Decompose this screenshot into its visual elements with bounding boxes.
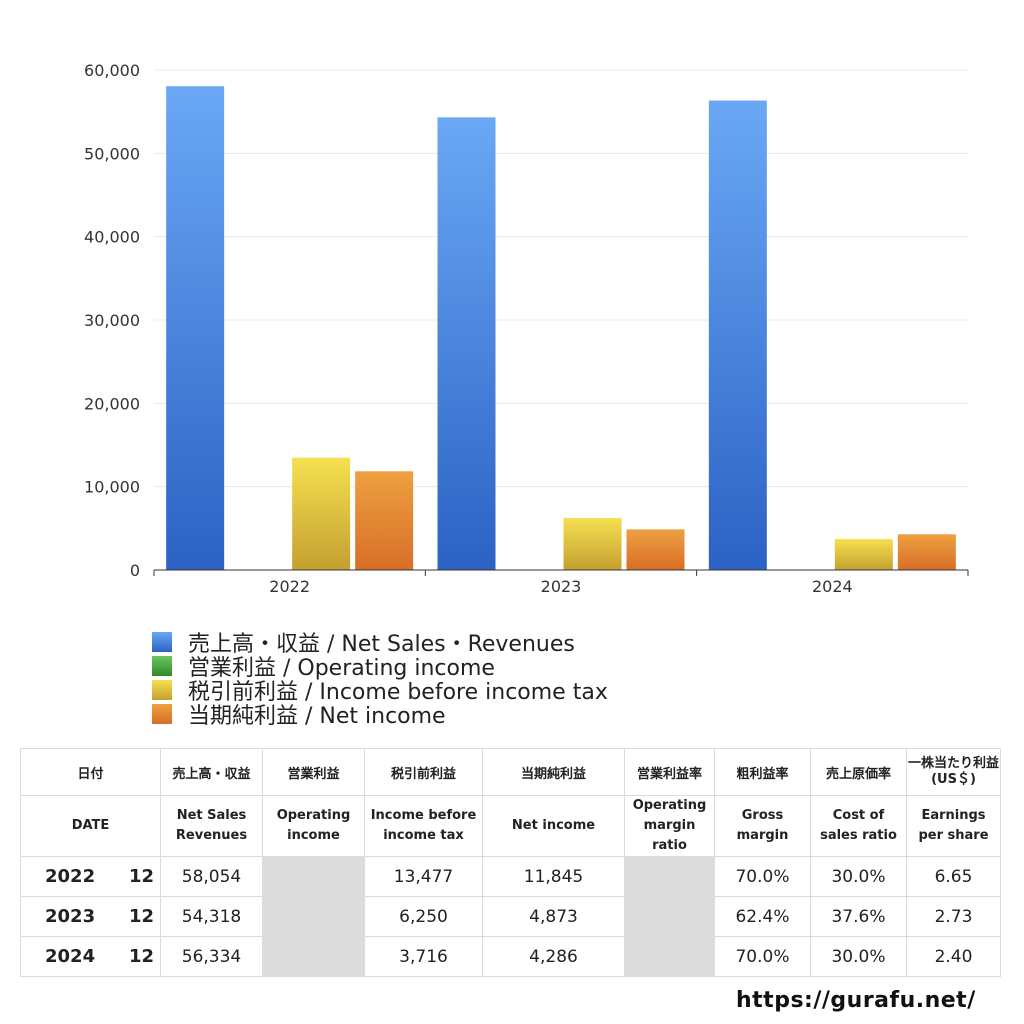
x-tick-label: 2022 [269,577,310,596]
header-cost-en: Cost of sales ratio [810,795,907,857]
legend-swatch-yellow [152,680,172,700]
y-tick-label: 10,000 [84,478,140,497]
cell-operating [262,896,365,937]
legend-label: 税引前利益 / Income before income tax [188,680,608,705]
cell-sales: 58,054 [160,856,263,897]
x-tick-label: 2024 [812,577,853,596]
bar [355,471,414,570]
bar [626,529,685,570]
bar [166,86,225,570]
legend-item-income-before-tax: 税引前利益 / Income before income tax [152,678,608,705]
header-op-margin-en: Operating margin ratio [624,795,715,857]
header-pretax-en: Income before income tax [364,795,483,857]
table-row: 2022 12 58,054 13,477 11,845 70.0% 30.0%… [20,856,1001,897]
x-tick-label: 2023 [541,577,582,596]
cell-year: 2024 [20,936,121,977]
cell-cost: 37.6% [810,896,907,937]
cell-gross: 70.0% [714,936,811,977]
header-operating-jp: 営業利益 [262,748,365,796]
site-url[interactable]: https://gurafu.net/ [736,988,976,1013]
cell-month: 12 [120,936,161,977]
bar [292,457,351,570]
table-header-jp: 日付 売上高・収益 営業利益 税引前利益 当期純利益 営業利益率 粗利益率 売上… [20,748,1001,796]
bar [834,539,893,570]
header-op-margin-jp: 営業利益率 [624,748,715,796]
y-tick-label: 20,000 [84,394,140,413]
table-row: 2023 12 54,318 6,250 4,873 62.4% 37.6% 2… [20,896,1001,937]
cell-eps: 2.73 [906,896,1001,937]
cell-net: 4,873 [482,896,625,937]
legend-swatch-blue [152,632,172,652]
cell-eps: 2.40 [906,936,1001,977]
cell-cost: 30.0% [810,936,907,977]
cell-eps: 6.65 [906,856,1001,897]
y-tick-label: 60,000 [84,61,140,80]
legend-swatch-orange [152,704,172,724]
y-tick-label: 50,000 [84,144,140,163]
cell-op-margin [624,936,715,977]
cell-gross: 62.4% [714,896,811,937]
cell-op-margin [624,896,715,937]
cell-op-margin [624,856,715,897]
cell-month: 12 [120,856,161,897]
bar [563,517,622,570]
cell-cost: 30.0% [810,856,907,897]
legend-swatch-green [152,656,172,676]
bar [708,100,767,571]
cell-net: 11,845 [482,856,625,897]
cell-month: 12 [120,896,161,937]
chart-legend: 売上高・収益 / Net Sales・Revenues 営業利益 / Opera… [152,630,608,729]
legend-item-operating-income: 営業利益 / Operating income [152,654,608,681]
y-tick-label: 30,000 [84,311,140,330]
header-net-jp: 当期純利益 [482,748,625,796]
cell-operating [262,936,365,977]
cell-sales: 54,318 [160,896,263,937]
header-eps-en: Earnings per share [906,795,1001,857]
cell-sales: 56,334 [160,936,263,977]
header-eps-jp: 一株当たり利益 (US＄) [906,748,1001,796]
cell-pretax: 6,250 [364,896,483,937]
cell-year: 2023 [20,896,121,937]
cell-net: 4,286 [482,936,625,977]
bar-chart: 0 10,000 20,000 30,000 40,000 50,000 60,000 202… [84,61,969,596]
header-date-en: DATE [20,795,161,857]
cell-pretax: 13,477 [364,856,483,897]
header-operating-en: Operating income [262,795,365,857]
header-net-en: Net income [482,795,625,857]
bar [437,117,496,570]
cell-pretax: 3,716 [364,936,483,977]
bar [897,534,956,570]
cell-year: 2022 [20,856,121,897]
y-tick-label: 0 [130,561,140,580]
financial-table: 日付 売上高・収益 営業利益 税引前利益 当期純利益 営業利益率 粗利益率 売上… [20,748,1001,977]
header-pretax-jp: 税引前利益 [364,748,483,796]
header-sales-en: Net Sales Revenues [160,795,263,857]
legend-label: 営業利益 / Operating income [188,656,495,681]
legend-item-net-income: 当期純利益 / Net income [152,702,608,729]
cell-gross: 70.0% [714,856,811,897]
legend-label: 売上高・収益 / Net Sales・Revenues [188,632,575,657]
table-row: 2024 12 56,334 3,716 4,286 70.0% 30.0% 2… [20,936,1001,977]
y-tick-label: 40,000 [84,228,140,247]
cell-operating [262,856,365,897]
header-date-jp: 日付 [20,748,161,796]
header-sales-jp: 売上高・収益 [160,748,263,796]
legend-label: 当期純利益 / Net income [188,704,446,729]
header-gross-en: Gross margin [714,795,811,857]
header-cost-jp: 売上原価率 [810,748,907,796]
header-gross-jp: 粗利益率 [714,748,811,796]
legend-item-net-sales: 売上高・収益 / Net Sales・Revenues [152,630,608,657]
table-header-en: DATE Net Sales Revenues Operating income I… [20,795,1001,857]
